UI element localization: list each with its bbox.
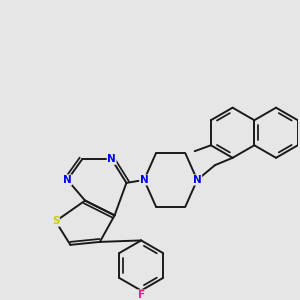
Text: F: F [138,290,145,300]
Text: S: S [52,216,59,226]
Text: N: N [140,175,148,185]
Text: N: N [63,175,72,185]
Text: N: N [193,175,202,185]
Text: N: N [107,154,116,164]
